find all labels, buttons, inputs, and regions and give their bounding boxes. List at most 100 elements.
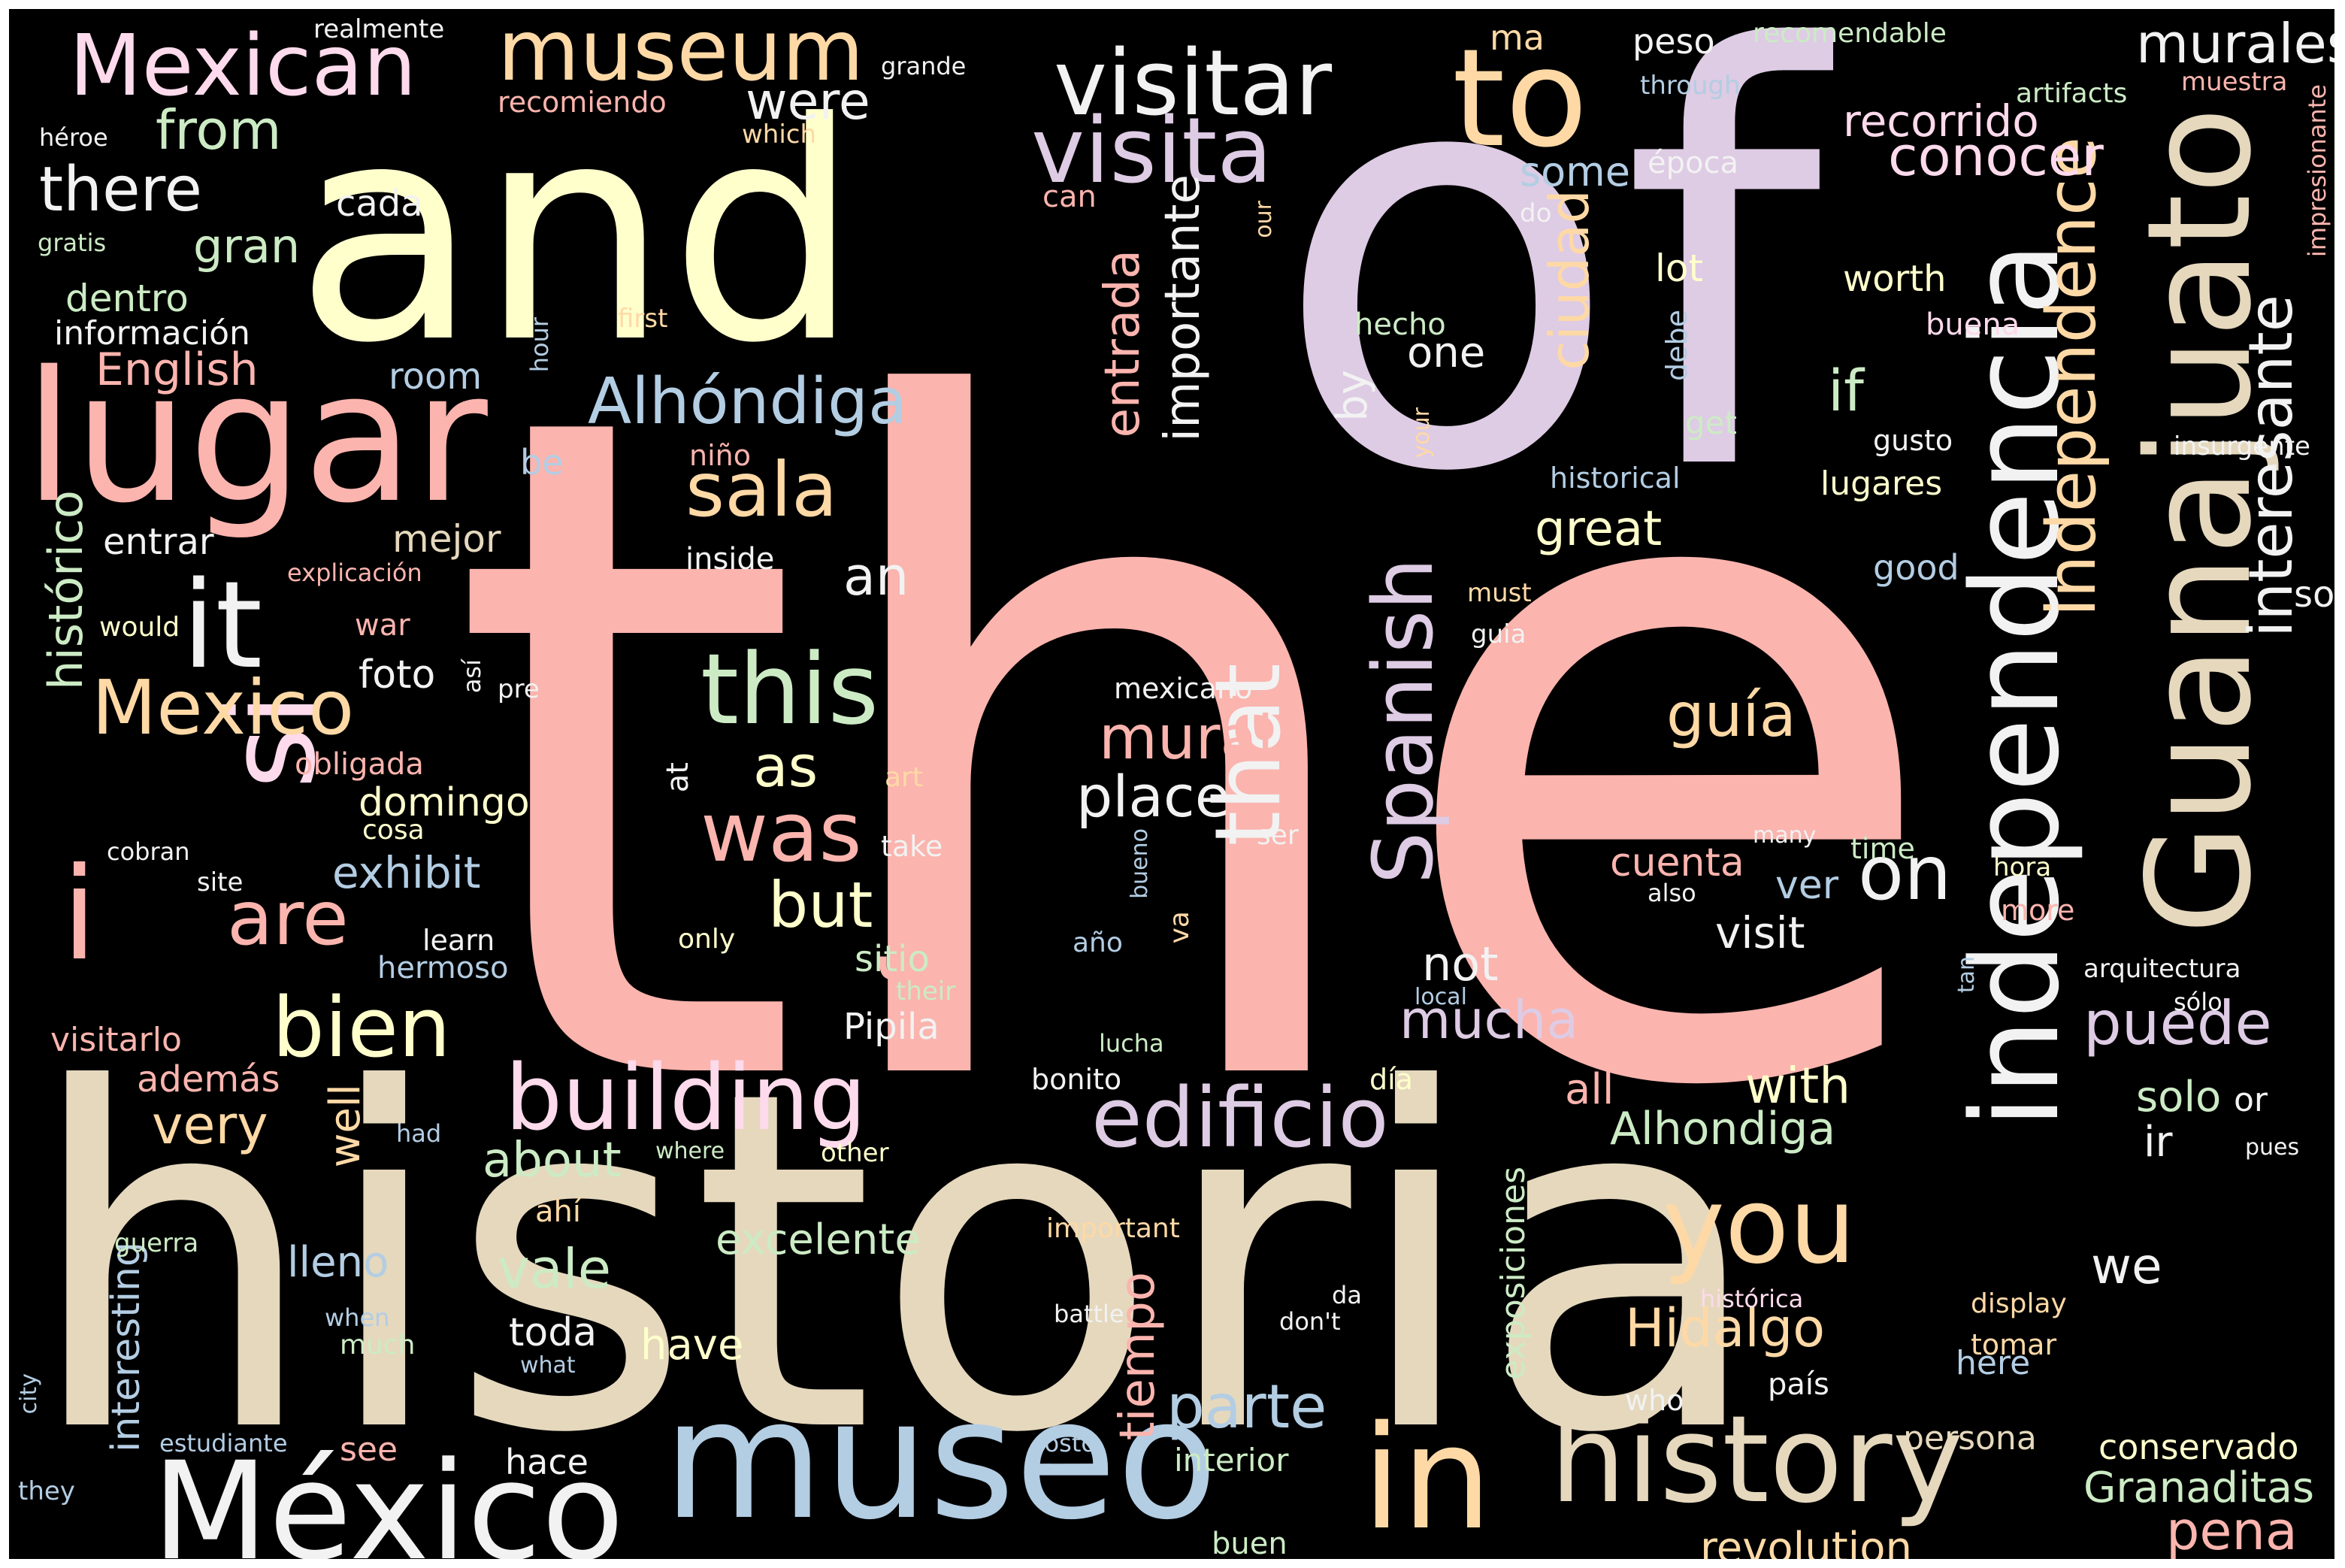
word-pais: país (1768, 1367, 1829, 1402)
word-some: some (1520, 148, 1630, 195)
word-be: be (520, 442, 564, 483)
word-also: also (1648, 879, 1696, 907)
word-great: great (1535, 501, 1663, 557)
word-one: one (1407, 328, 1486, 377)
word-they: they (18, 1476, 75, 1506)
word-cosa: cosa (362, 815, 425, 846)
word-bueno: bueno (1127, 828, 1153, 899)
word-and: and (295, 59, 861, 409)
word-english: English (95, 344, 259, 396)
word-you: you (1663, 1165, 1856, 1288)
word-impresionante: impresionante (2303, 84, 2331, 258)
word-lugares: lugares (1820, 465, 1943, 503)
word-war: war (355, 608, 410, 643)
word-building: building (505, 1046, 867, 1151)
word-persona: persona (1903, 1419, 2037, 1458)
word-hecho: hecho (1354, 307, 1446, 342)
word-place: place (1076, 763, 1230, 830)
word-ano: año (1073, 928, 1123, 958)
word-i: i (62, 840, 98, 989)
word-ser: ser (1257, 820, 1299, 851)
word-guia: guía (1666, 680, 1796, 750)
word-peso: peso (1632, 21, 1715, 62)
word-more: more (2001, 894, 2075, 927)
word-only: only (678, 924, 736, 955)
word-other: other (821, 1138, 889, 1168)
word-museum: museum (498, 9, 864, 100)
word-heroe: héroe (39, 123, 108, 152)
word-time: time (1850, 832, 1915, 865)
word-inside: inside (685, 542, 775, 577)
word-vale: vale (498, 1237, 612, 1300)
word-excelente: excelente (716, 1215, 921, 1264)
word-lot: lot (1655, 247, 1704, 290)
word-ma: ma (1490, 17, 1545, 58)
word-had: had (396, 1119, 442, 1148)
word-independence: independence (2032, 137, 2111, 617)
word-gran: gran (193, 219, 301, 274)
word-aqui: aquí (903, 790, 952, 816)
word-recorrido: recorrido (1843, 95, 2039, 147)
word-guia: guia (1471, 619, 1527, 649)
word-we: we (2091, 1237, 2162, 1295)
word-of: of (1272, 9, 1823, 597)
word-pues: pues (2245, 1134, 2300, 1161)
word-don-t: don't (1279, 1307, 1341, 1336)
word-conocer: conocer (1888, 125, 2104, 188)
word-historia: historia (24, 993, 1766, 1535)
word-solo: solo (2136, 1073, 2222, 1122)
word-bien: bien (272, 979, 451, 1076)
word-with: with (1745, 1057, 1851, 1115)
word-lleno: lleno (287, 1238, 389, 1287)
word-nino: niño (689, 439, 751, 472)
word-visitar: visitar (1054, 32, 1333, 136)
word-worth: worth (1843, 258, 1947, 300)
word-were: were (746, 72, 870, 132)
word-much: much (340, 1330, 416, 1361)
word-local: local (1415, 984, 1467, 1010)
word-importante: importante (1155, 174, 1211, 442)
word-do: do (1520, 198, 1552, 229)
word-insurgente: insurgente (2174, 431, 2310, 462)
word-asi: así (458, 659, 486, 694)
word-hermoso: hermoso (377, 951, 509, 985)
word-lugar: lugar (24, 332, 488, 543)
word-grande: grande (881, 52, 967, 80)
word-conservado: conservado (2098, 1427, 2299, 1467)
word-visita: visita (1031, 99, 1272, 204)
word-at: at (661, 762, 695, 793)
word-edificio: edificio (1091, 1070, 1389, 1166)
word-pipila: Pipila (843, 1006, 940, 1048)
word-there: there (39, 154, 202, 226)
word-debe: debe (1660, 310, 1693, 381)
word-mural: mural (1099, 703, 1274, 773)
word-cobran: cobran (107, 837, 190, 866)
word-va: va (1164, 911, 1195, 944)
word-informacion: información (54, 314, 250, 353)
word-here: here (1956, 1344, 2031, 1382)
word-are: are (227, 874, 349, 962)
word-mejor: mejor (392, 517, 501, 561)
word-mexico: México (152, 1433, 625, 1560)
word-cada: cada (336, 183, 423, 225)
word-visit: visit (1715, 907, 1805, 958)
word-alhondiga: Alhondiga (1610, 1103, 1836, 1155)
word-this: this (700, 632, 879, 746)
word-buen: buen (1212, 1527, 1287, 1559)
word-room: room (389, 356, 483, 398)
word-lucha: lucha (1099, 1029, 1164, 1058)
word-tiempo: tiempo (1110, 1272, 1166, 1441)
word-see: see (340, 1430, 398, 1469)
word-recomendable: recomendable (1753, 18, 1947, 49)
word-interior: interior (1174, 1442, 1289, 1479)
word-learn: learn (422, 924, 495, 957)
word-gratis: gratis (38, 229, 107, 257)
word-realmente: realmente (313, 14, 445, 44)
word-estudiante: estudiante (159, 1429, 288, 1458)
word-hora: hora (1993, 852, 2052, 882)
word-or: or (2234, 1081, 2268, 1119)
word-where: where (655, 1138, 725, 1164)
word-parte: parte (1166, 1372, 1327, 1442)
word-battle: battle (1054, 1300, 1124, 1328)
word-hour: hour (525, 317, 554, 373)
